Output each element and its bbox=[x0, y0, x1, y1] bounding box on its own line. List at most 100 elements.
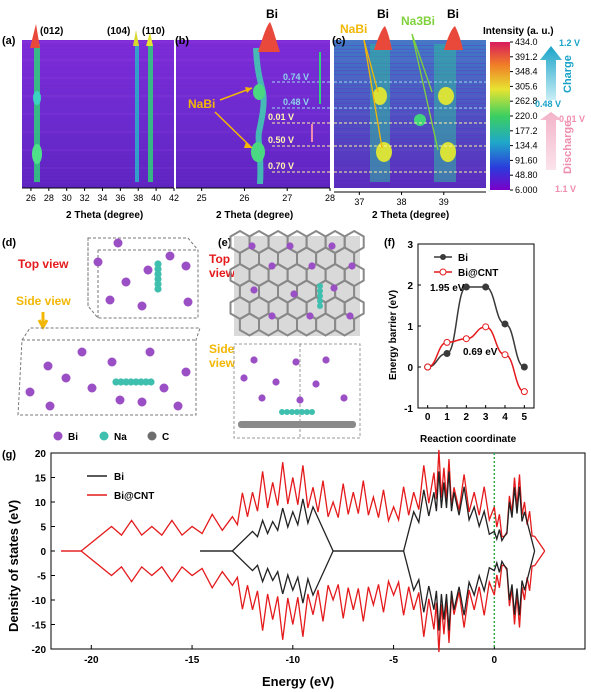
heatmap-c-blob-3 bbox=[376, 142, 392, 162]
dos-spin-down-bicnt bbox=[61, 550, 546, 653]
peak-label-104: (104) bbox=[107, 26, 130, 37]
na-atom bbox=[127, 378, 135, 386]
x-tick-label: 38 bbox=[133, 193, 143, 203]
axes-f: 0 1 2 3 4 5 -1 0 1 2 3 bbox=[404, 240, 527, 423]
panel-f: (f) 0 1 2 3 4 5 -1 0 1 2 3 Energy barrier (eV) Rea… bbox=[384, 237, 535, 445]
x-tick-label: 40 bbox=[151, 193, 161, 203]
bi-atom bbox=[93, 257, 103, 267]
legend-c-label: C bbox=[162, 432, 169, 443]
na-atom bbox=[112, 378, 120, 386]
colorbar-title: Intensity (a. u.) bbox=[483, 26, 554, 37]
y-axis-title-g: Density of states (eV) bbox=[6, 500, 21, 632]
panel-b-label: (b) bbox=[175, 35, 189, 47]
nabi-arrow-c-2 bbox=[363, 39, 383, 149]
x-tick-label: -15 bbox=[185, 655, 200, 666]
discharge-bottom-voltage: 1.1 V bbox=[555, 184, 576, 194]
data-point bbox=[482, 323, 490, 331]
legend-f-bicnt-label: Bi@CNT bbox=[458, 268, 498, 279]
na3bi-arrow-c-1 bbox=[411, 33, 433, 93]
unit-cell-bottom-d bbox=[17, 327, 201, 416]
y-tick-label: -1 bbox=[404, 404, 413, 415]
x-tick-label: 28 bbox=[325, 193, 335, 203]
data-point bbox=[520, 363, 528, 371]
bi-atom bbox=[105, 295, 115, 305]
na-atom bbox=[279, 409, 285, 415]
y-tick-label: 3 bbox=[407, 240, 413, 251]
discharge-arrow bbox=[540, 112, 562, 170]
y-tick-label: 15 bbox=[35, 474, 47, 485]
legend-f-bi-label: Bi bbox=[458, 253, 468, 264]
bi-atom bbox=[286, 242, 294, 250]
bi-atom bbox=[121, 277, 131, 287]
panel-b: (b) Bi NaBi 0.74 V 0.48 V 0.01 V 0.50 V … bbox=[175, 7, 335, 221]
bi-atom bbox=[328, 242, 336, 250]
na-atom bbox=[154, 260, 162, 268]
x-tick-label: 4 bbox=[502, 412, 508, 423]
bi-atom bbox=[292, 358, 300, 366]
x-tick-label: 38 bbox=[397, 197, 407, 207]
panel-f-label: (f) bbox=[384, 237, 395, 249]
nabi-arrowhead-b-2 bbox=[244, 142, 252, 148]
na-atom bbox=[154, 285, 162, 293]
dos-spin-up-bicnt bbox=[61, 449, 546, 552]
bi-atom bbox=[173, 401, 183, 411]
nabi-blob-b-1 bbox=[253, 84, 265, 100]
bi-atom bbox=[308, 262, 316, 270]
charge-mid-voltage: 0.48 V bbox=[535, 99, 561, 109]
legend-bi-marker bbox=[53, 431, 63, 441]
bi-label-c-1: Bi bbox=[377, 7, 389, 21]
annotation-f-bicnt: 0.69 eV bbox=[463, 347, 498, 358]
side-view-label-e-2: view bbox=[209, 356, 236, 370]
x-axis-title-f: Reaction coordinate bbox=[420, 434, 517, 445]
bi-atom bbox=[159, 383, 169, 393]
series-line-bicnt bbox=[427, 326, 525, 393]
bi-atom bbox=[322, 356, 330, 364]
colorbar-tick-label: 220.0 bbox=[515, 111, 538, 121]
na-atom bbox=[299, 409, 305, 415]
panel-a: (a) (012) (104) (110) 26 28 30 32 34 36 38 40 42… bbox=[2, 24, 179, 221]
heatmap-c-band-2 bbox=[434, 44, 456, 182]
y-tick-label: -5 bbox=[37, 572, 46, 583]
peak-110-tip bbox=[146, 32, 153, 46]
potential-label-4: 0.70 V bbox=[268, 161, 294, 171]
x-axis-b: 25 26 27 28 bbox=[176, 187, 335, 203]
na-atom bbox=[154, 265, 162, 273]
data-point bbox=[501, 320, 509, 328]
bi-atom bbox=[115, 395, 125, 405]
nabi-label-b: NaBi bbox=[188, 97, 215, 111]
na-atom bbox=[304, 409, 310, 415]
x-tick-label: 34 bbox=[97, 193, 107, 203]
bi-atom bbox=[258, 394, 266, 402]
bi-atom bbox=[165, 251, 175, 261]
panel-d-label: (d) bbox=[2, 237, 16, 249]
na-atom bbox=[294, 409, 300, 415]
na-atom bbox=[122, 378, 130, 386]
legend-g-bi-label: Bi bbox=[114, 472, 124, 483]
x-tick-label: 2 bbox=[464, 412, 470, 423]
bi-atom bbox=[43, 361, 53, 371]
panel-e-label: (e) bbox=[218, 237, 232, 249]
panel-c: (c) Bi Bi NaBi Na3Bi 37 38 39 2 Theta (deg… bbox=[332, 7, 486, 221]
heatmap-a-blob-1 bbox=[33, 91, 41, 105]
x-axis-title-c: 2 Theta (degree) bbox=[372, 210, 449, 221]
bi-atom bbox=[340, 394, 348, 402]
heatmap-c-blob-5 bbox=[414, 114, 426, 126]
colorbar-tick-label: 177.2 bbox=[515, 126, 538, 136]
na-atom bbox=[147, 378, 155, 386]
y-tick-label: -15 bbox=[32, 621, 47, 632]
cnt-hexagon bbox=[334, 312, 356, 337]
peak-110-streak bbox=[148, 44, 153, 182]
potential-label-1: 0.48 V bbox=[283, 97, 309, 107]
bi-atom bbox=[181, 261, 191, 271]
bi-atom bbox=[181, 367, 191, 377]
heatmap-a-blob-2 bbox=[32, 144, 42, 164]
x-tick-label: 3 bbox=[483, 412, 489, 423]
legend-f: Bi Bi@CNT bbox=[434, 253, 498, 279]
colorbar-tick-label: 262.8 bbox=[515, 96, 538, 106]
charge-arrow bbox=[540, 46, 562, 100]
bi-atom bbox=[113, 238, 123, 248]
bi-atom bbox=[77, 347, 87, 357]
x-tick-label: 0 bbox=[492, 655, 498, 666]
legend-g-bicnt-label: Bi@CNT bbox=[114, 491, 154, 502]
plot-frame-g bbox=[50, 452, 586, 650]
